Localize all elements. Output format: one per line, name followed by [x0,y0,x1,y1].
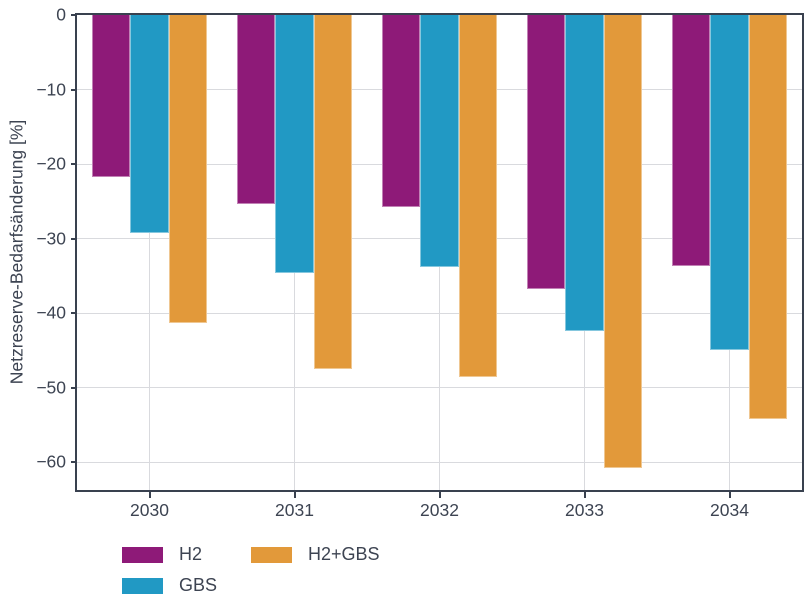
legend-item-H2+GBS: H2+GBS [251,544,380,565]
x-tick-label: 2030 [130,500,169,520]
y-tick-label: −10 [36,79,66,100]
x-tick-mark [293,492,296,498]
bar-GBS-2033 [565,15,604,332]
y-tick-label: 0 [56,4,66,25]
bar-H2+GBS-2030 [168,15,208,323]
bar-GBS-2032 [420,15,459,268]
bar-H2+GBS-2031 [313,15,353,370]
legend-label: GBS [179,575,218,595]
x-tick-mark [148,492,151,498]
bar-H2-2030 [91,15,131,177]
y-tick-label: −50 [36,377,66,398]
x-tick-label: 2032 [420,500,459,520]
x-tick-label: 2034 [710,500,749,520]
bar-GBS-2034 [710,15,749,350]
y-tick-mark [71,88,77,91]
x-tick-mark [583,492,586,498]
bar-GBS-2030 [130,15,169,233]
bar-GBS-2031 [275,15,314,273]
bar-H2-2033 [526,15,566,290]
legend-label: H2 [179,544,203,564]
legend-swatch-H2 [122,546,163,563]
y-tick-label: −60 [36,451,66,472]
legend-swatch-GBS [122,577,163,594]
bar-H2+GBS-2032 [458,15,498,378]
y-tick-mark [71,237,77,240]
legend-label: H2+GBS [308,544,380,564]
y-tick-label: −30 [36,228,66,249]
bar-H2-2031 [236,15,276,204]
bar-H2+GBS-2033 [603,15,643,468]
y-tick-label: −20 [36,153,66,174]
x-gridline [149,15,150,490]
y-tick-mark [71,312,77,315]
legend-item-GBS: GBS [122,575,217,596]
x-tick-mark [728,492,731,498]
y-tick-mark [71,14,77,16]
y-tick-mark [71,386,77,389]
x-tick-mark [438,492,441,498]
x-tick-label: 2031 [275,500,314,520]
bar-H2-2034 [671,15,711,266]
legend-item-H2: H2 [122,544,217,565]
bar-H2-2032 [381,15,421,208]
y-tick-label: −40 [36,302,66,323]
legend-swatch-H2+GBS [251,546,293,563]
y-tick-mark [71,461,77,464]
x-tick-label: 2033 [565,500,604,520]
y-tick-mark [71,163,77,166]
legend: H2 GBS H2+GBS [122,544,380,596]
bar-H2+GBS-2034 [748,15,788,420]
